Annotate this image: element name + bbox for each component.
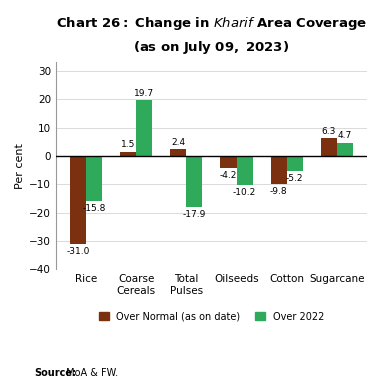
Text: -15.8: -15.8 [83,204,106,213]
Text: 6.3: 6.3 [322,127,336,136]
Text: -31.0: -31.0 [66,247,90,256]
Bar [321,138,337,156]
Bar [120,152,136,156]
Bar [286,156,303,171]
Bar [236,156,253,185]
Y-axis label: Per cent: Per cent [15,143,25,189]
Bar [86,156,102,201]
Bar [186,156,202,207]
Text: 1.5: 1.5 [121,141,135,149]
Text: 19.7: 19.7 [134,89,154,98]
Bar [170,149,186,156]
Text: Source:: Source: [34,368,76,378]
Bar [220,156,236,168]
Text: -10.2: -10.2 [233,188,256,197]
Text: -17.9: -17.9 [183,210,206,219]
Bar [270,156,286,184]
Legend: Over Normal (as on date), Over 2022: Over Normal (as on date), Over 2022 [99,311,324,322]
Text: -9.8: -9.8 [270,187,288,196]
Text: MoA & FW.: MoA & FW. [63,368,118,378]
Bar [136,100,152,156]
Title: $\bf{Chart\ 26:\ Change\ in\ }$$\bf{\it{Kharif}}$$\bf{\ Area\ Coverage}$
$\bf{(a: $\bf{Chart\ 26:\ Change\ in\ }$$\bf{\it{… [56,15,367,56]
Text: -4.2: -4.2 [220,171,237,180]
Bar [337,142,353,156]
Text: 4.7: 4.7 [338,131,352,140]
Text: -5.2: -5.2 [286,174,303,183]
Bar [70,156,86,244]
Text: 2.4: 2.4 [171,138,185,147]
